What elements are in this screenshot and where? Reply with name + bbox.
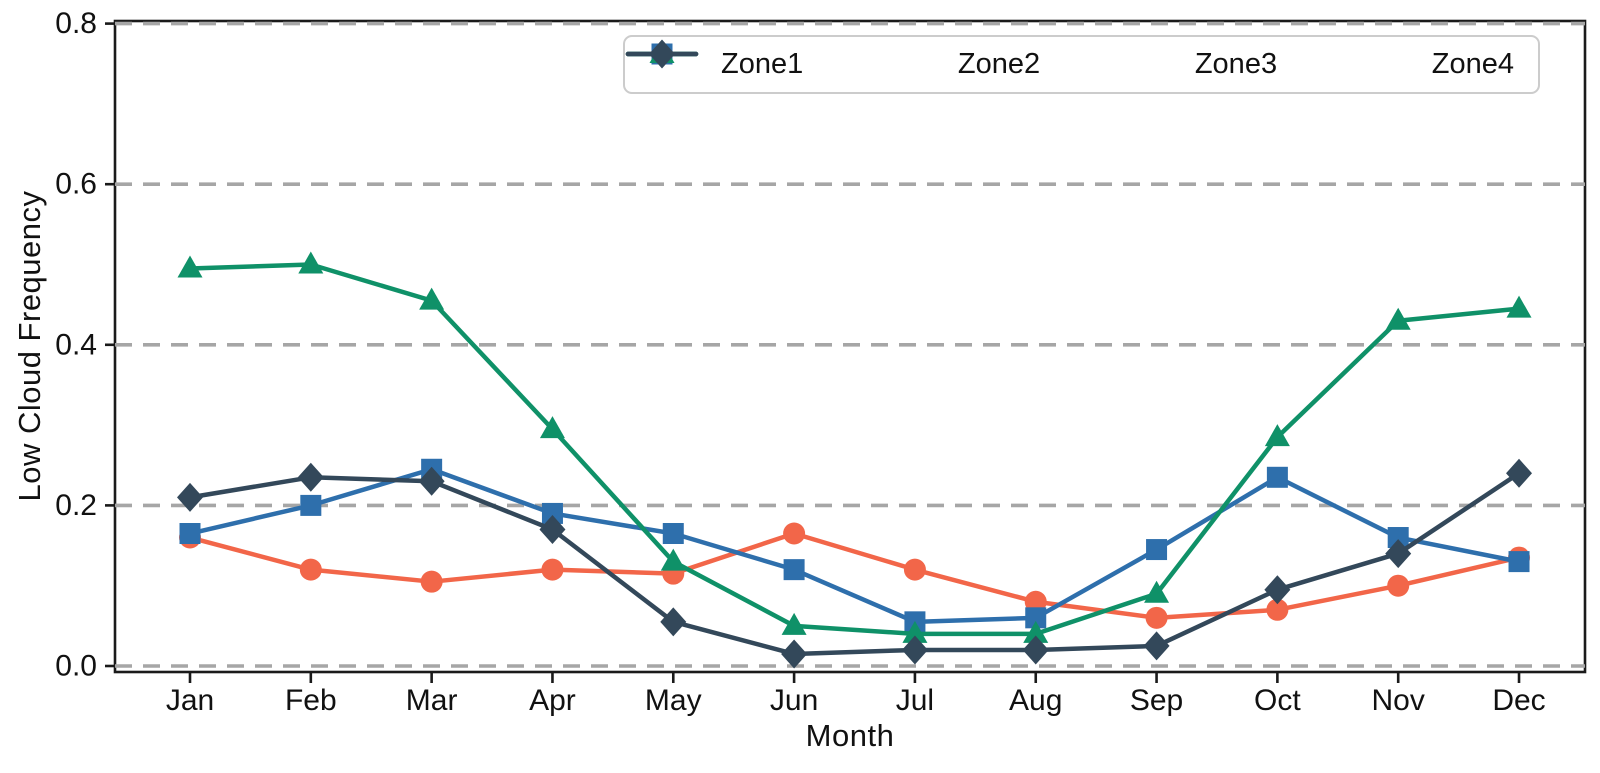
series-Zone2-point-Apr: [541, 502, 563, 524]
y-axis-title: Low Cloud Frequency: [12, 190, 47, 502]
legend-label-zone2: Zone2: [957, 48, 1041, 80]
series-Zone1-point-Apr: [541, 558, 564, 581]
series-Zone3-point-Dec: [1506, 295, 1532, 318]
series-Zone2-point-Feb: [300, 494, 322, 516]
series-Zone3-point-Sep: [1144, 580, 1170, 603]
series-Zone1-point-Aug: [1024, 590, 1047, 613]
series-Zone2-point-Sep: [1146, 539, 1168, 561]
legend-item-zone3: Zone3: [625, 41, 1278, 82]
legend: Zone1 Zone2 Zone3 Zone4: [623, 35, 1540, 94]
series-Zone1-point-Oct: [1266, 598, 1289, 621]
series-Zone4-point-Jul: [901, 635, 928, 665]
series-Zone2-point-Jan: [179, 523, 201, 545]
x-tick-label-Mar: Mar: [406, 684, 458, 717]
x-axis-title: Month: [805, 718, 895, 753]
x-tick-label-Jun: Jun: [770, 684, 818, 717]
series-Zone4-point-Feb: [297, 462, 324, 492]
series-Zone2-point-Jun: [783, 559, 805, 581]
series-Zone3-point-Aug: [1023, 620, 1049, 643]
series-Zone3-point-May: [660, 548, 686, 571]
series-Zone4-point-Aug: [1022, 635, 1049, 665]
series-Zone1-point-Jul: [903, 558, 926, 581]
legend-label-zone1: Zone1: [721, 48, 804, 80]
y-tick-label: 0.6: [55, 168, 97, 201]
series-Zone4-point-Apr: [539, 514, 566, 544]
series-Zone3-point-Feb: [298, 251, 324, 274]
series-Zone4-point-May: [660, 607, 687, 637]
series-Zone1-point-Mar: [420, 570, 443, 593]
series-Zone3-point-Apr: [539, 416, 565, 439]
legend-label-zone3: Zone3: [1194, 48, 1278, 80]
x-tick-label-Dec: Dec: [1492, 684, 1545, 717]
series-Zone4: [177, 458, 1533, 669]
series-Zone3-point-Jun: [781, 612, 807, 635]
x-tick-label-Apr: Apr: [529, 684, 576, 717]
x-tick-label-Sep: Sep: [1130, 684, 1183, 717]
series-Zone2-point-Dec: [1508, 551, 1530, 573]
series-Zone2-point-Nov: [1387, 527, 1409, 549]
series-Zone4-point-Oct: [1264, 575, 1291, 605]
legend-item-zone4: Zone4: [625, 39, 1514, 82]
y-tick-label: 0.4: [55, 328, 97, 361]
zone2-marker-icon: [625, 43, 946, 82]
zone3-marker-icon: [625, 41, 1183, 82]
series-Zone4-point-Sep: [1143, 631, 1170, 661]
series-Zone1-point-Jun: [783, 522, 806, 545]
x-tick-label-Feb: Feb: [285, 684, 337, 717]
series-Zone3-point-Jul: [902, 620, 928, 643]
series-Zone3-line: [187, 262, 1522, 637]
legend-label-zone4: Zone4: [1431, 48, 1514, 80]
series-Zone1-line: [187, 531, 1522, 621]
series-Zone4-point-Jan: [177, 482, 203, 512]
legend-item-zone2: Zone2: [625, 43, 1041, 82]
zone4-marker-icon: [625, 39, 1420, 82]
series-Zone3-point-Oct: [1264, 424, 1290, 447]
legend-sample-Zone4: [649, 39, 675, 69]
series-Zone2-point-Aug: [1025, 607, 1047, 629]
x-tick-label-Aug: Aug: [1009, 684, 1062, 717]
series-Zone4-point-Jun: [781, 639, 808, 669]
series-Zone1-point-Feb: [299, 558, 322, 581]
x-tick-label-Oct: Oct: [1254, 684, 1301, 717]
x-tick-label-Nov: Nov: [1372, 684, 1425, 717]
series-Zone4-point-Mar: [418, 466, 445, 496]
series-Zone2-point-May: [662, 523, 684, 545]
series-Zone3-point-Mar: [419, 287, 445, 310]
x-tick-label-May: May: [645, 684, 702, 717]
series-Zone4-point-Nov: [1385, 539, 1412, 569]
y-tick-label: 0.8: [55, 7, 97, 40]
series-Zone2-line: [187, 467, 1522, 625]
series-Zone2-point-Oct: [1266, 466, 1288, 488]
y-tick-label: 0.2: [55, 489, 97, 522]
x-tick-label-Jan: Jan: [166, 684, 214, 717]
series-Zone2: [179, 458, 1530, 633]
series-Zone1-point-Sep: [1145, 606, 1168, 629]
series-Zone4-line: [187, 471, 1522, 657]
x-tick-label-Jul: Jul: [896, 684, 934, 717]
series-Zone3-point-Jan: [177, 255, 203, 278]
series-Zone1-point-Nov: [1387, 574, 1410, 597]
y-tick-label: 0.0: [55, 650, 97, 683]
series-Zone3-point-Nov: [1385, 307, 1411, 330]
series-Zone3: [177, 251, 1532, 643]
series-Zone4-point-Dec: [1506, 458, 1533, 488]
